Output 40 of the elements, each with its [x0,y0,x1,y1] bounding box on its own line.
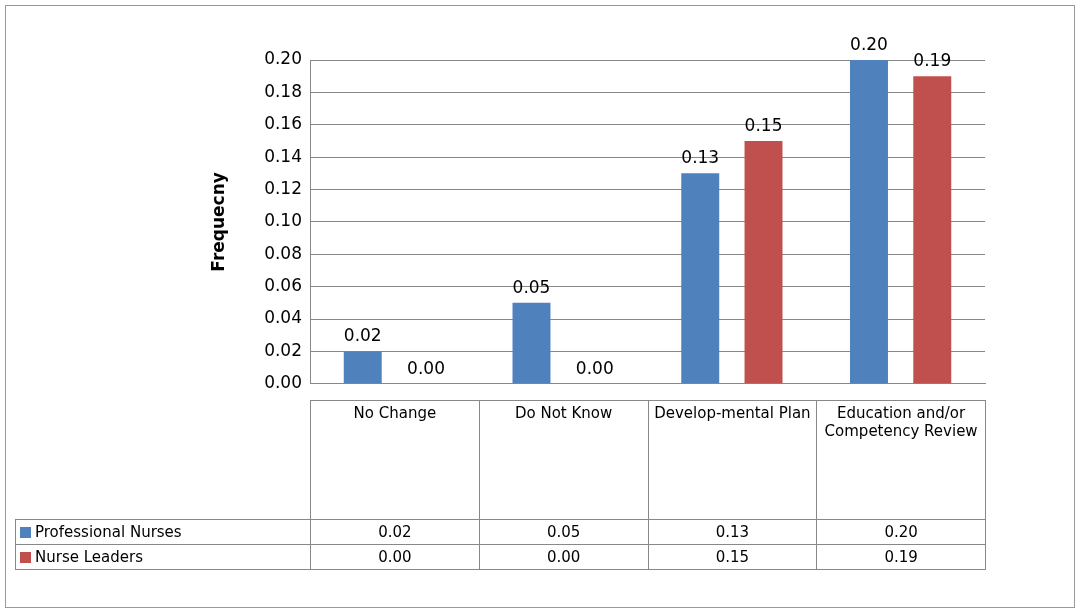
y-tick-label: 0.00 [264,372,302,393]
text: 0.19 [913,50,952,71]
y-tick-label: 0.14 [264,145,302,166]
y-tick-label: 0.10 [264,210,302,231]
y-axis-title: Frequecny [207,172,228,272]
data-label: 0.00 [310,544,480,570]
bar [850,60,888,384]
x-tick-label: Education and/or Competency Review [816,400,986,520]
text: 0.13 [681,147,720,168]
y-tick-label: 0.02 [264,339,302,360]
data-label: 0.15 [648,544,817,570]
text: 0.00 [407,357,445,378]
x-tick-label: No Change [310,400,480,520]
data-label: 0.20 [816,519,986,545]
y-tick-label: 0.20 [264,48,302,69]
y-tick-label: 0.16 [264,113,302,134]
x-tick-label: Do Not Know [479,400,648,520]
data-label: 0.02 [310,519,480,545]
text: 0.02 [343,325,382,346]
bar [744,140,783,384]
data-label: 0.13 [648,519,817,545]
data-label: 0.19 [816,544,986,570]
y-tick-label: 0.04 [264,307,302,328]
data-label: 0.00 [479,544,648,570]
legend-label: Nurse Leaders [15,544,311,570]
x-tick-label: Develop-mental Plan [648,400,817,520]
bar [343,351,382,384]
data-label: 0.05 [479,519,648,545]
text: 0.00 [575,357,614,378]
y-tick-label: 0.06 [264,275,302,296]
text: 0.20 [850,33,888,54]
bar [681,173,720,384]
bar [512,302,551,384]
text: 0.05 [512,276,551,297]
text: 0.15 [744,114,783,135]
y-tick-label: 0.08 [264,242,302,263]
y-tick-label: 0.12 [264,177,302,198]
y-tick-label: 0.18 [264,80,302,101]
legend-label: Professional Nurses [15,519,311,545]
bar [913,76,952,384]
